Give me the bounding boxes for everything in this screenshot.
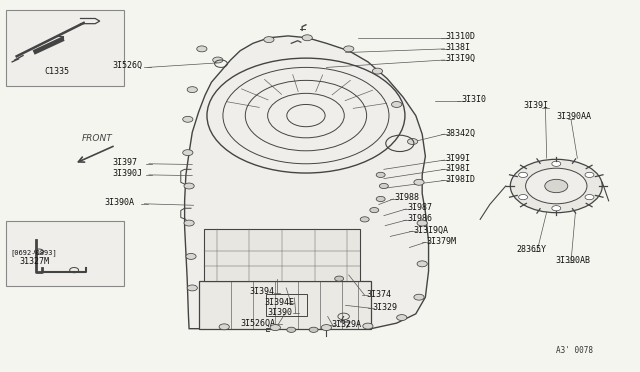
Circle shape [376, 196, 385, 202]
Text: 3I329: 3I329 [372, 303, 397, 312]
Circle shape [309, 327, 318, 333]
Text: 3I394E: 3I394E [264, 298, 294, 307]
Text: 3I39I: 3I39I [523, 101, 548, 110]
Circle shape [380, 183, 388, 189]
Text: 31327M: 31327M [20, 257, 50, 266]
Circle shape [417, 261, 428, 267]
Text: 31310D: 31310D [446, 32, 476, 41]
Bar [266, 294, 307, 317]
Circle shape [264, 37, 274, 42]
Text: 3I987: 3I987 [408, 203, 433, 212]
Circle shape [270, 325, 280, 331]
Text: 3I329A: 3I329A [332, 320, 362, 329]
Text: 3I98ID: 3I98ID [446, 175, 476, 184]
Circle shape [392, 102, 402, 108]
Circle shape [184, 220, 194, 226]
Circle shape [287, 327, 296, 333]
Polygon shape [184, 36, 429, 329]
Text: 3I3I0: 3I3I0 [462, 95, 487, 104]
Circle shape [518, 172, 527, 177]
Circle shape [187, 87, 197, 93]
Text: 3I394: 3I394 [250, 287, 275, 296]
Bar [6, 10, 124, 86]
Circle shape [219, 324, 229, 330]
Text: 3I986: 3I986 [408, 215, 433, 224]
Circle shape [552, 206, 561, 211]
Text: 3I379M: 3I379M [427, 237, 457, 246]
Circle shape [196, 46, 207, 52]
Text: 3I390J: 3I390J [113, 169, 143, 178]
Text: 3I390A: 3I390A [104, 198, 134, 207]
Text: 3I374: 3I374 [367, 290, 392, 299]
Text: 3138I: 3138I [446, 43, 471, 52]
Text: 3I99I: 3I99I [446, 154, 471, 163]
Text: 3I390: 3I390 [268, 308, 292, 317]
Text: 3I3I9QA: 3I3I9QA [414, 225, 449, 235]
Circle shape [525, 168, 587, 204]
Circle shape [552, 161, 561, 166]
Circle shape [518, 195, 527, 200]
Circle shape [408, 138, 418, 144]
Text: FRONT: FRONT [82, 134, 113, 143]
Text: 3I526Q: 3I526Q [113, 61, 143, 70]
Circle shape [414, 294, 424, 300]
Text: 38342Q: 38342Q [446, 128, 476, 138]
Circle shape [344, 46, 354, 52]
Text: 3I526QA: 3I526QA [240, 319, 275, 328]
Circle shape [182, 150, 193, 155]
Text: 3I390AA: 3I390AA [556, 112, 591, 121]
Text: A3' 0078: A3' 0078 [556, 346, 593, 355]
Circle shape [370, 208, 379, 213]
Text: 28365Y: 28365Y [516, 245, 547, 254]
Circle shape [187, 285, 197, 291]
Circle shape [372, 68, 383, 74]
Text: 3I390AB: 3I390AB [555, 256, 590, 265]
Circle shape [376, 172, 385, 177]
Circle shape [335, 276, 344, 281]
Circle shape [321, 325, 332, 331]
Circle shape [417, 220, 428, 226]
Circle shape [186, 253, 196, 259]
Circle shape [414, 179, 424, 185]
Circle shape [302, 35, 312, 41]
Bar [6, 221, 124, 286]
Text: C1335: C1335 [44, 67, 69, 76]
Text: [0692-0893]: [0692-0893] [10, 249, 57, 256]
Circle shape [585, 195, 594, 200]
Text: 3I988: 3I988 [395, 193, 420, 202]
Bar [204, 229, 360, 280]
Circle shape [212, 57, 223, 63]
Text: 3I3I9Q: 3I3I9Q [446, 54, 476, 63]
Circle shape [184, 183, 194, 189]
Bar [198, 280, 371, 329]
Circle shape [182, 116, 193, 122]
Circle shape [397, 315, 407, 321]
Circle shape [360, 217, 369, 222]
Text: 3I98I: 3I98I [446, 164, 471, 173]
Circle shape [585, 172, 594, 177]
Circle shape [545, 179, 568, 193]
Text: 3I397: 3I397 [113, 158, 138, 167]
Circle shape [363, 323, 373, 329]
Circle shape [510, 159, 602, 213]
